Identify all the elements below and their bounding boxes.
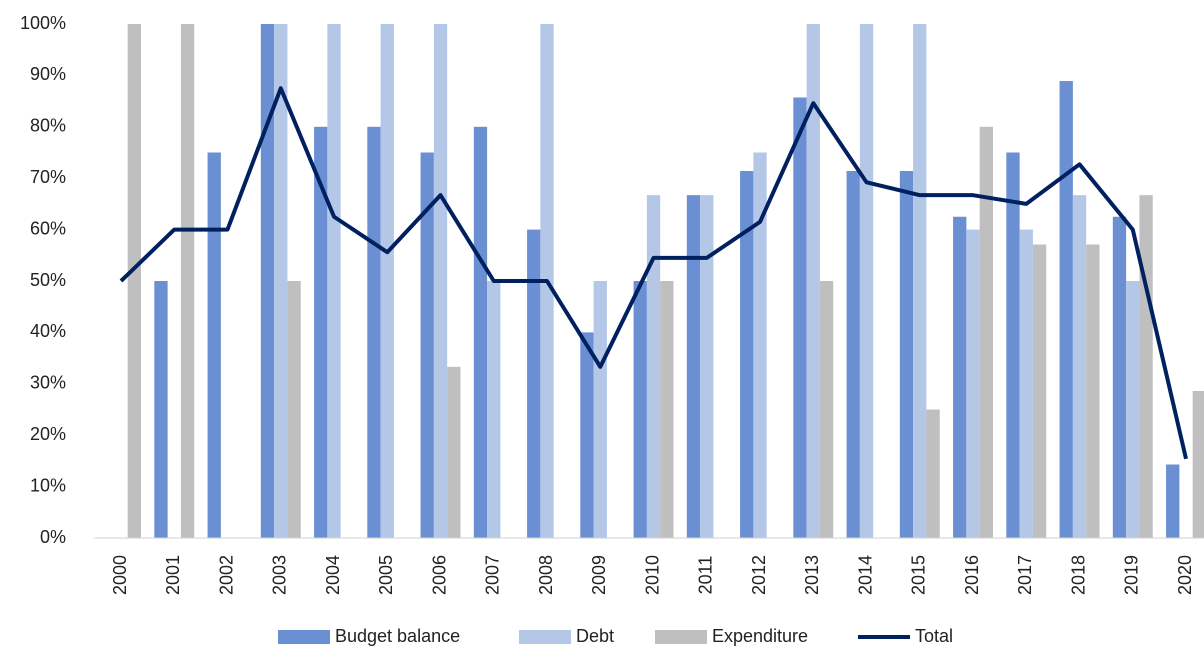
bar bbox=[274, 24, 288, 538]
bar bbox=[646, 195, 661, 539]
legend-label: Budget balance bbox=[335, 626, 460, 646]
x-tick-label: 2004 bbox=[323, 555, 343, 595]
bar bbox=[473, 126, 488, 539]
bar bbox=[753, 152, 767, 538]
bar bbox=[1032, 244, 1047, 539]
x-tick-label: 2018 bbox=[1068, 555, 1088, 595]
x-tick-label: 2003 bbox=[270, 555, 290, 595]
y-tick-label: 30% bbox=[30, 373, 66, 393]
legend-swatch bbox=[655, 630, 707, 644]
bar bbox=[367, 126, 381, 539]
bar bbox=[420, 152, 434, 538]
x-tick-label: 2013 bbox=[802, 555, 822, 595]
legend-label: Total bbox=[915, 626, 953, 646]
bar bbox=[1072, 195, 1087, 539]
bar bbox=[1139, 195, 1153, 539]
y-tick-label: 100% bbox=[20, 13, 66, 33]
bar bbox=[154, 281, 168, 538]
y-tick-label: 40% bbox=[30, 321, 66, 341]
bar bbox=[287, 281, 301, 538]
bar bbox=[686, 195, 701, 539]
legend-label: Debt bbox=[576, 626, 614, 646]
x-tick-label: 2008 bbox=[536, 555, 556, 595]
bar bbox=[433, 24, 448, 538]
legend-swatch bbox=[519, 630, 571, 644]
legend-label: Expenditure bbox=[712, 626, 808, 646]
x-tick-label: 2014 bbox=[855, 555, 875, 595]
x-tick-label: 2000 bbox=[110, 555, 130, 595]
bar bbox=[700, 195, 714, 539]
y-tick-label: 50% bbox=[30, 270, 66, 290]
x-tick-label: 2001 bbox=[163, 555, 183, 595]
bar bbox=[806, 24, 820, 538]
bar bbox=[660, 281, 674, 538]
bar bbox=[1192, 390, 1204, 538]
bar bbox=[793, 97, 807, 538]
y-tick-label: 10% bbox=[30, 475, 66, 495]
bar bbox=[1019, 229, 1033, 538]
bar bbox=[846, 171, 860, 538]
line bbox=[119, 86, 1188, 460]
bar bbox=[487, 281, 501, 538]
bar bbox=[207, 152, 221, 538]
bar bbox=[1126, 281, 1140, 538]
y-tick-label: 60% bbox=[30, 218, 66, 238]
bar bbox=[1059, 81, 1073, 538]
bar bbox=[1086, 244, 1100, 539]
x-tick-label: 2015 bbox=[909, 555, 929, 595]
bar bbox=[819, 281, 834, 538]
bar bbox=[1006, 152, 1020, 538]
x-tick-label: 2011 bbox=[696, 556, 716, 595]
bar bbox=[979, 126, 993, 539]
x-tick-label: 2010 bbox=[642, 555, 662, 595]
x-tick-label: 2019 bbox=[1122, 555, 1142, 595]
x-tick-label: 2016 bbox=[962, 555, 982, 595]
bar bbox=[899, 171, 914, 538]
bar bbox=[380, 24, 394, 538]
bar bbox=[447, 366, 461, 538]
bar bbox=[327, 24, 341, 538]
bar bbox=[180, 24, 195, 538]
bar bbox=[953, 216, 967, 538]
y-tick-label: 90% bbox=[30, 64, 66, 84]
bar bbox=[740, 171, 754, 538]
bar bbox=[926, 409, 940, 538]
x-tick-label: 2006 bbox=[429, 555, 449, 595]
bar bbox=[260, 24, 275, 538]
x-tick-label: 2002 bbox=[216, 555, 236, 595]
bar bbox=[593, 281, 607, 538]
bar bbox=[127, 24, 141, 538]
x-tick-label: 2012 bbox=[749, 555, 769, 595]
bar bbox=[859, 24, 874, 538]
bar bbox=[580, 332, 594, 538]
x-tick-label: 2017 bbox=[1015, 555, 1035, 595]
bar bbox=[1166, 464, 1180, 538]
y-tick-label: 0% bbox=[40, 527, 66, 547]
x-tick-label: 2007 bbox=[483, 555, 503, 595]
bar bbox=[966, 229, 980, 538]
bar bbox=[913, 24, 927, 538]
bar bbox=[527, 229, 541, 538]
bar bbox=[314, 126, 328, 539]
y-tick-label: 20% bbox=[30, 424, 66, 444]
bar bbox=[1112, 216, 1127, 538]
x-tick-label: 2009 bbox=[589, 555, 609, 595]
legend-swatch bbox=[278, 630, 330, 644]
x-tick-label: 2005 bbox=[376, 555, 396, 595]
y-tick-label: 80% bbox=[30, 116, 66, 136]
bar bbox=[633, 281, 647, 538]
y-tick-label: 70% bbox=[30, 167, 66, 187]
x-tick-label: 2020 bbox=[1175, 555, 1195, 595]
